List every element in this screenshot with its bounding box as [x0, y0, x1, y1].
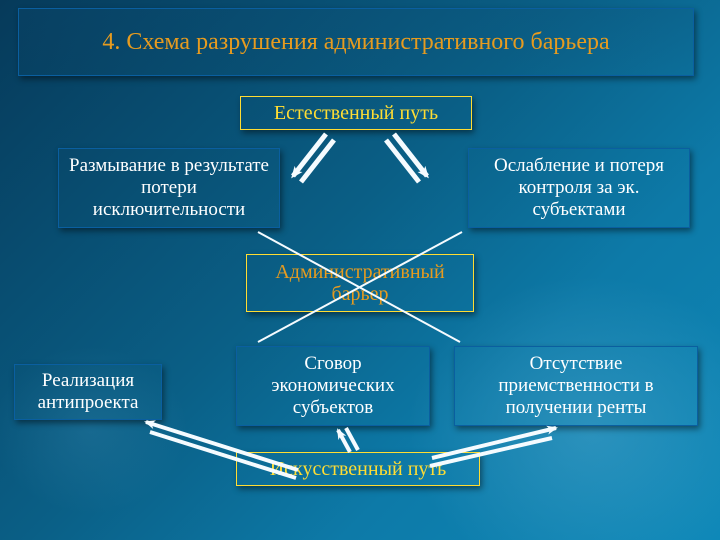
dilution-text: Размывание в результате потери исключите…: [67, 155, 271, 221]
artificial-path-label: Искусственный путь: [270, 458, 447, 481]
natural-path-box: Естественный путь: [240, 96, 472, 130]
weakening-text: Ослабление и потеря контроля за эк. субъ…: [477, 155, 681, 221]
admin-barrier-text: Административный барьер: [257, 261, 463, 305]
title-text: 4. Схема разрушения административного ба…: [102, 28, 609, 57]
no-continuity-text: Отсутствие приемственности в получении р…: [463, 353, 689, 419]
admin-barrier-box: Административный барьер: [246, 254, 474, 312]
collusion-text: Сговор экономических субъектов: [245, 353, 421, 419]
no-continuity-box: Отсутствие приемственности в получении р…: [454, 346, 698, 426]
dilution-box: Размывание в результате потери исключите…: [58, 148, 280, 228]
collusion-box: Сговор экономических субъектов: [236, 346, 430, 426]
antiproject-text: Реализация антипроекта: [23, 370, 153, 414]
weakening-box: Ослабление и потеря контроля за эк. субъ…: [468, 148, 690, 228]
artificial-path-box: Искусственный путь: [236, 452, 480, 486]
natural-path-label: Естественный путь: [274, 102, 438, 125]
title-box: 4. Схема разрушения административного ба…: [18, 8, 694, 76]
antiproject-box: Реализация антипроекта: [14, 364, 162, 420]
